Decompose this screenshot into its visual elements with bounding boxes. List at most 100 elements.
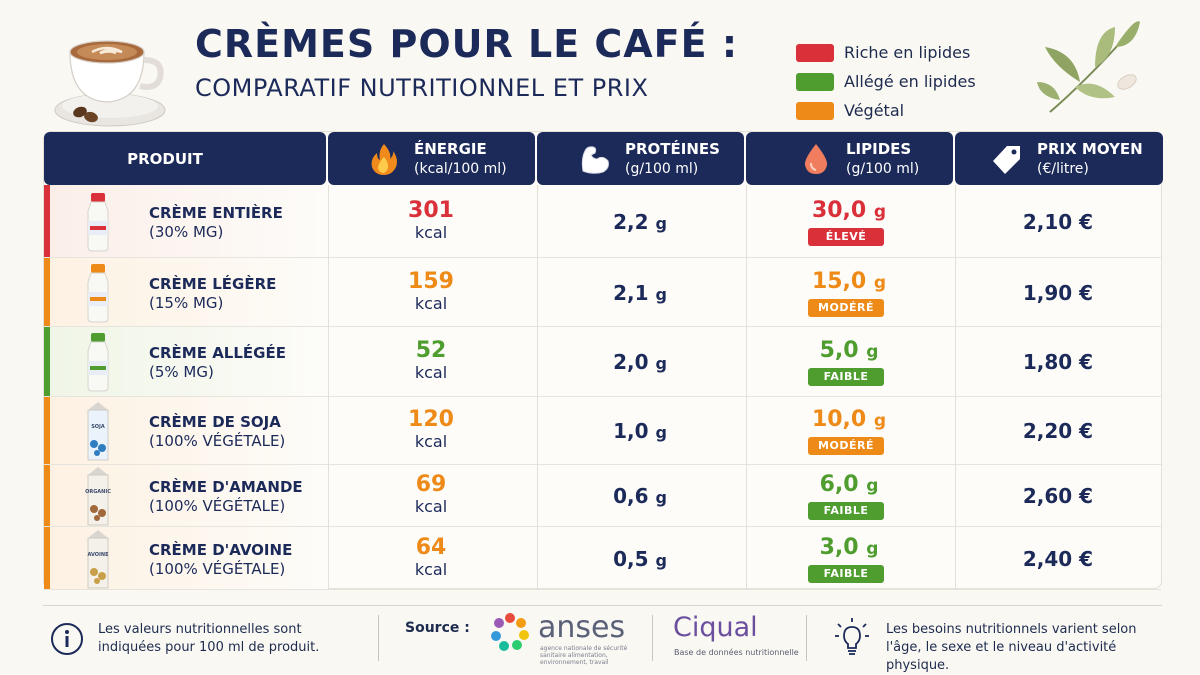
muscle-icon (581, 145, 609, 174)
lightbulb-icon (835, 618, 869, 655)
column-header-protein: PROTÉINES (g/100 ml) (537, 132, 744, 185)
protein-number: 2,2 (613, 209, 649, 234)
protein-unit: g (655, 284, 667, 304)
table-row: ORGANIC CRÈME D'AMANDE (100% VÉGÉTALE) 69 kc… (44, 465, 1161, 527)
product-name: CRÈME ENTIÈRE (149, 203, 283, 222)
price-value: 1,80 € (1022, 350, 1094, 374)
protein-number: 1,0 (613, 419, 649, 443)
category-accent-bar (44, 327, 50, 396)
lipid-value: 30,0 g (749, 198, 949, 223)
milk-bottle-icon (80, 331, 116, 393)
legend-label: Allégé en lipides (844, 72, 976, 91)
energy-unit: kcal (414, 497, 448, 516)
protein-value: 0,6 g (540, 484, 740, 508)
energy-unit: kcal (414, 222, 448, 242)
column-divider (746, 185, 747, 590)
product-description: (100% VÉGÉTALE) (149, 497, 286, 515)
lipid-value: 6,0 g (749, 472, 949, 497)
info-icon (51, 623, 83, 655)
flame-icon (371, 143, 397, 175)
lipid-number: 15,0 (811, 268, 867, 294)
anses-name: anses (538, 610, 626, 645)
footer-info-text: Les valeurs nutritionnelles sont indiqué… (98, 622, 320, 655)
drop-icon (804, 143, 828, 174)
product-description: (30% MG) (149, 222, 224, 241)
column-header-lipid: LIPIDES (g/100 ml) (746, 132, 953, 185)
nutrition-table: PRODUIT ÉNERGIE (kcal/100 ml) PROTÉINES … (43, 131, 1163, 590)
lipid-level-badge: FAIBLE (808, 368, 884, 386)
energy-value: 69 (415, 472, 447, 497)
footer-divider (43, 605, 1162, 606)
energy-unit: kcal (414, 293, 448, 313)
lipid-number: 10,0 (811, 407, 867, 432)
legend-item-rich: Riche en lipides (796, 38, 976, 67)
lipid-value: 10,0 g (749, 407, 949, 432)
lipid-number: 3,0 (819, 534, 859, 560)
protein-number: 2,0 (613, 350, 649, 374)
lipid-value: 3,0 g (749, 535, 949, 560)
table-row: CRÈME ALLÉGÉE (5% MG) 52 kcal 2,0 g 5,0 g FAIB… (44, 327, 1161, 397)
product-description: (5% MG) (149, 363, 214, 381)
column-unit: (kcal/100 ml) (414, 161, 507, 177)
source-label: Source : (405, 620, 470, 636)
protein-value: 2,0 g (540, 350, 740, 374)
product-description: (100% VÉGÉTALE) (149, 559, 286, 578)
product-name: CRÈME ALLÉGÉE (149, 344, 286, 362)
lipid-unit: g (873, 272, 887, 293)
lipid-number: 5,0 (819, 338, 859, 363)
soy-carton-icon: SOJA (80, 400, 116, 462)
legend: Riche en lipides Allégé en lipides Végét… (796, 38, 976, 125)
column-divider (537, 185, 538, 590)
legend-swatch-orange (796, 101, 834, 120)
energy-unit: kcal (414, 559, 448, 579)
protein-value: 2,2 g (540, 210, 740, 234)
lipid-unit: g (866, 538, 879, 559)
product-description: (100% VÉGÉTALE) (149, 432, 286, 450)
coffee-cup-icon (54, 40, 166, 127)
lipid-unit: g (866, 476, 879, 496)
protein-number: 0,6 (613, 484, 649, 508)
lipid-value: 15,0 g (749, 269, 949, 294)
energy-value: 64 (415, 534, 447, 560)
table-row: AVOINE CRÈME D'AVOINE (100% VÉGÉTALE) 64 kca… (44, 527, 1161, 590)
column-header-product: PRODUIT (44, 132, 326, 185)
column-label: LIPIDES (846, 140, 912, 158)
column-header-price: PRIX MOYEN (€/litre) (955, 132, 1163, 185)
category-accent-bar (44, 258, 50, 326)
price-value: 2,40 € (1022, 546, 1094, 571)
product-name: CRÈME DE SOJA (149, 413, 281, 431)
svg-text:SOJA: SOJA (91, 424, 105, 430)
column-unit: (g/100 ml) (846, 161, 920, 177)
svg-text:AVOINE: AVOINE (87, 552, 109, 558)
price-value: 1,90 € (1022, 280, 1094, 305)
energy-value: 301 (408, 197, 454, 223)
category-accent-bar (44, 527, 50, 589)
lipid-level-badge: MODÉRÉ (808, 298, 884, 317)
protein-value: 1,0 g (540, 419, 740, 443)
price-value: 2,10 € (1022, 209, 1094, 234)
lipid-unit: g (873, 201, 887, 222)
lipid-value: 5,0 g (749, 338, 949, 363)
product-name: CRÈME D'AMANDE (149, 478, 303, 496)
lipid-level-badge: FAIBLE (808, 564, 884, 583)
oat-carton-icon: AVOINE (80, 528, 116, 590)
lipid-number: 30,0 (811, 197, 867, 223)
category-accent-bar (44, 185, 50, 257)
protein-unit: g (655, 550, 667, 570)
footer-separator (806, 615, 807, 661)
legend-label: Végétal (844, 101, 905, 120)
table-header: PRODUIT ÉNERGIE (kcal/100 ml) PROTÉINES … (44, 132, 1163, 185)
lipid-unit: g (873, 411, 887, 431)
svg-text:ORGANIC: ORGANIC (85, 489, 111, 495)
lipid-number: 6,0 (819, 472, 859, 497)
milk-bottle-icon (80, 262, 116, 324)
legend-item-light: Allégé en lipides (796, 67, 976, 96)
lipid-level-badge: MODÉRÉ (808, 437, 884, 455)
footer-note-text: Les besoins nutritionnels varient selon … (886, 622, 1137, 673)
legend-swatch-green (796, 72, 834, 91)
lipid-unit: g (866, 342, 879, 362)
table-row: CRÈME LÉGÈRE (15% MG) 159 kcal 2,1 g 15,0 g MO… (44, 258, 1161, 327)
protein-value: 0,5 g (540, 547, 740, 571)
column-unit: (€/litre) (1037, 161, 1089, 177)
